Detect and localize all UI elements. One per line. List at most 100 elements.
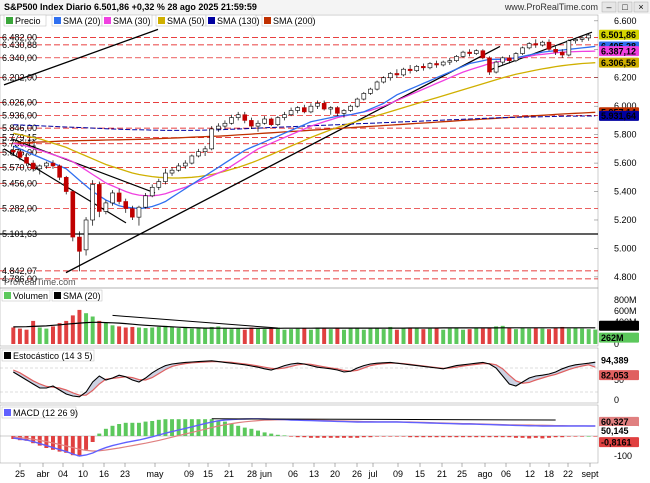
candle xyxy=(44,162,49,167)
candle xyxy=(321,103,327,110)
maximize-button[interactable]: □ xyxy=(617,1,633,13)
x-tick-label: 13 xyxy=(309,469,319,479)
candle xyxy=(454,56,459,61)
macd-histogram-bar xyxy=(520,436,525,438)
macd-histogram-bar xyxy=(335,436,340,438)
volume-bar xyxy=(394,329,399,344)
volume-bar xyxy=(209,326,214,344)
volume-bar xyxy=(513,329,518,344)
candle xyxy=(566,40,572,56)
volume-bar xyxy=(494,326,499,344)
x-tick-label: 04 xyxy=(58,469,68,479)
macd-histogram-bar xyxy=(513,436,518,438)
volume-bar xyxy=(17,328,22,344)
x-tick-label: 20 xyxy=(330,469,340,479)
candle xyxy=(407,68,413,71)
volume-bar xyxy=(388,326,393,344)
x-tick-label: 09 xyxy=(393,469,403,479)
volume-tick-label: 600M xyxy=(614,306,637,316)
candle xyxy=(341,110,347,114)
volume-bar xyxy=(163,325,168,344)
volume-bar xyxy=(355,327,360,344)
macd-histogram-bar xyxy=(295,436,300,438)
volume-bar xyxy=(24,329,29,344)
macd-histogram-bar xyxy=(123,422,128,436)
volume-bar xyxy=(275,327,280,344)
stoch-badge-k-box xyxy=(599,355,639,366)
candle xyxy=(262,118,267,124)
volume-badge: 262M xyxy=(601,333,624,343)
volume-badge-box xyxy=(599,332,639,343)
candle xyxy=(123,201,129,209)
macd-badge-macd-box xyxy=(599,425,639,436)
macd-histogram-bar xyxy=(368,436,373,438)
trendline-falling xyxy=(11,138,156,194)
price-badge: 6.306,56 xyxy=(601,58,636,68)
candle xyxy=(434,63,439,66)
close-button[interactable]: × xyxy=(633,1,649,13)
volume-bar xyxy=(51,326,55,344)
candle xyxy=(37,165,43,170)
macd-histogram-bar xyxy=(84,436,89,450)
trendline-rising xyxy=(65,45,501,274)
volume-bar xyxy=(480,328,485,344)
macd-histogram-bar xyxy=(381,436,386,437)
legend-swatch xyxy=(4,352,11,359)
sma50-line xyxy=(13,62,596,179)
left-level-label: 5.456,00 xyxy=(2,179,37,189)
macd-tick-label: -100 xyxy=(614,451,632,461)
candle xyxy=(368,88,373,94)
x-tick-label: 26 xyxy=(352,469,362,479)
macd-histogram-bar xyxy=(249,428,254,436)
macd-histogram-bar xyxy=(593,436,598,437)
macd-histogram-bar xyxy=(150,421,155,436)
volume-bar xyxy=(57,323,62,344)
volume-bar xyxy=(262,329,267,344)
volume-bar xyxy=(136,327,141,344)
legend-label: SMA (50) xyxy=(167,16,205,26)
volume-bar xyxy=(289,329,294,344)
candle xyxy=(209,128,214,150)
left-level-label: 5.846,00 xyxy=(2,123,37,133)
chart-title: S&P500 Index Diario 6.501,86 +0,32 % 28 … xyxy=(4,2,257,12)
volume-sma20-line xyxy=(13,321,596,329)
volume-plot: 800M600M400M0295M262MVolumenSMA (20) xyxy=(1,289,639,349)
macd-histogram-bar xyxy=(322,436,327,438)
macd-histogram-bar xyxy=(110,425,115,436)
legend-item-box xyxy=(261,14,313,27)
macd-histogram-bar xyxy=(494,436,499,438)
volume-bar xyxy=(553,327,558,344)
header-bar xyxy=(0,0,650,14)
volume-bar xyxy=(540,328,545,344)
macd-histogram-bar xyxy=(342,436,346,438)
macd-histogram-bar xyxy=(275,434,280,436)
macd-badge-macd: 50,145 xyxy=(601,426,629,436)
volume-badge-box xyxy=(599,320,639,331)
volume-bar xyxy=(302,328,307,344)
volume-bar xyxy=(527,328,532,344)
volume-bar xyxy=(348,328,353,344)
candle xyxy=(30,162,36,170)
candle xyxy=(473,50,479,54)
candle xyxy=(308,105,314,113)
candle xyxy=(189,155,195,164)
volume-bar xyxy=(130,326,135,344)
macd-histogram-bar xyxy=(434,436,439,438)
stoch-tick-label: 0 xyxy=(614,395,619,405)
macd-histogram-bar xyxy=(229,424,234,436)
price-badge: 5.931,64 xyxy=(601,111,636,121)
legend-swatch xyxy=(264,17,271,24)
macd-histogram-bar xyxy=(216,420,221,436)
volume-bar xyxy=(196,327,201,344)
volume-bar xyxy=(37,327,42,344)
macd-histogram-bar xyxy=(580,436,585,437)
minimize-button[interactable]: – xyxy=(601,1,617,13)
candle xyxy=(354,98,360,107)
volume-bar xyxy=(566,328,571,344)
stoch-k-line xyxy=(13,360,596,398)
macd-panel[interactable] xyxy=(0,404,599,464)
x-tick-label: may xyxy=(146,469,164,479)
volume-panel[interactable] xyxy=(0,287,599,347)
stochastic-panel[interactable] xyxy=(0,347,599,404)
